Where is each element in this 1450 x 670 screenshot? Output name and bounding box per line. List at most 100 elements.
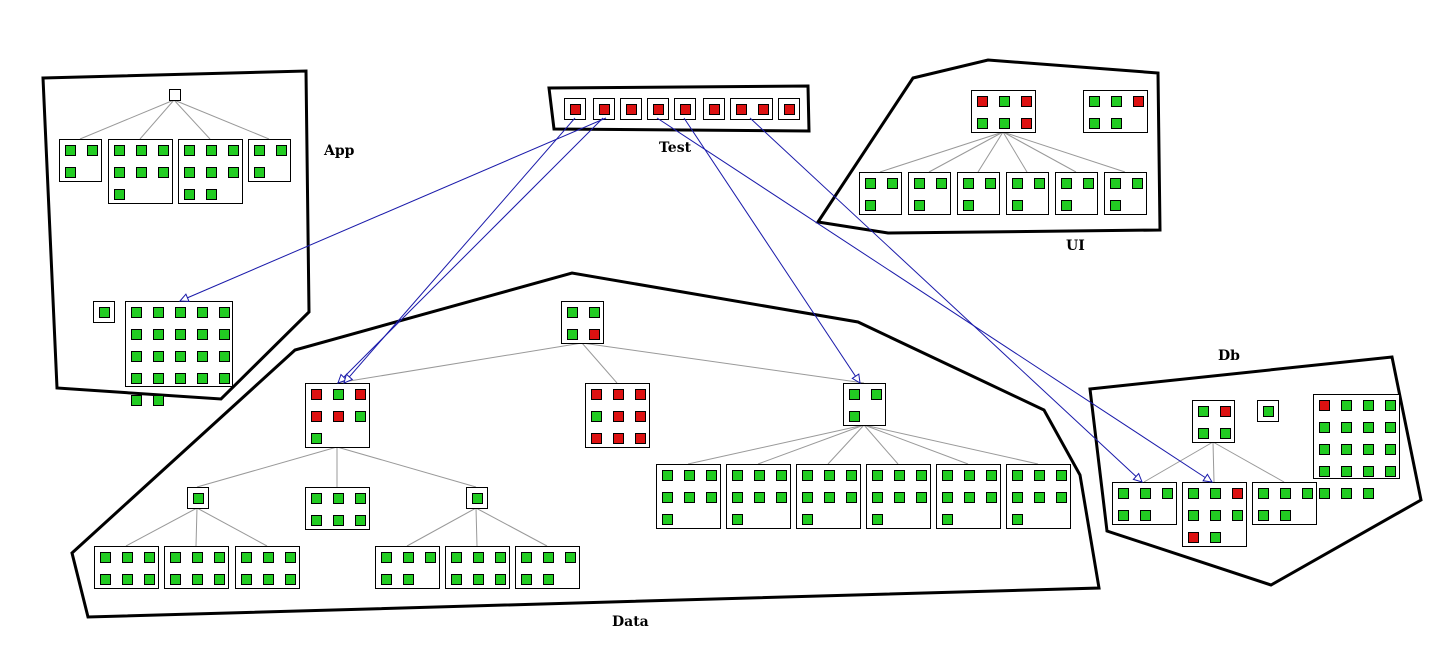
class-square-failing [1021, 118, 1032, 129]
class-square-passing [914, 178, 925, 189]
package-box-data-l [305, 383, 370, 448]
class-square-passing [567, 307, 578, 318]
class-square-passing [1363, 488, 1374, 499]
package-box-ui-c1 [859, 172, 902, 215]
class-square-passing [1110, 200, 1121, 211]
tree-connector [475, 507, 548, 547]
class-square-passing [1302, 488, 1313, 499]
tree-connector [1002, 131, 1077, 173]
class-square-passing [986, 492, 997, 503]
class-square-passing [197, 351, 208, 362]
package-box-ui-c2 [908, 172, 951, 215]
package-box-db-single [1257, 400, 1279, 422]
class-square-passing [543, 552, 554, 563]
class-square-passing [872, 492, 883, 503]
class-square-passing [87, 145, 98, 156]
package-box-data-l1 [187, 487, 209, 509]
class-square-passing [1341, 444, 1352, 455]
class-square-passing [521, 552, 532, 563]
class-square-failing [758, 104, 769, 115]
class-square-passing [1385, 400, 1396, 411]
class-square-failing [613, 433, 624, 444]
class-square-passing [871, 389, 882, 400]
class-square-passing [1341, 488, 1352, 499]
data-component-outline [70, 271, 1101, 619]
class-square-passing [425, 552, 436, 563]
package-box-app-c2 [108, 139, 173, 204]
class-square-passing [276, 145, 287, 156]
app-component-label: App [323, 143, 355, 159]
tree-connector [1002, 131, 1028, 173]
dependency-line [683, 117, 861, 384]
class-square-passing [964, 492, 975, 503]
class-square-passing [99, 307, 110, 318]
package-box-test-3 [620, 98, 642, 120]
class-square-passing [355, 411, 366, 422]
class-square-failing [311, 411, 322, 422]
class-square-passing [1341, 400, 1352, 411]
class-square-passing [197, 307, 208, 318]
class-square-passing [355, 515, 366, 526]
package-box-app-root [169, 89, 181, 101]
package-box-app-single [93, 301, 115, 323]
class-square-passing [684, 470, 695, 481]
class-square-passing [1140, 488, 1151, 499]
class-square-passing [333, 493, 344, 504]
package-box-test-5 [674, 98, 696, 120]
class-square-passing [184, 189, 195, 200]
tree-connector [196, 507, 268, 547]
class-square-failing [635, 433, 646, 444]
class-square-passing [964, 470, 975, 481]
class-square-passing [1280, 510, 1291, 521]
package-box-test-2 [593, 98, 615, 120]
package-boxes [59, 89, 1400, 589]
class-square-passing [865, 178, 876, 189]
class-square-passing [942, 514, 953, 525]
class-square-passing [241, 574, 252, 585]
class-square-passing [1210, 532, 1221, 543]
class-square-passing [219, 307, 230, 318]
class-square-failing [613, 411, 624, 422]
package-box-ui-a [971, 90, 1036, 133]
class-square-passing [206, 189, 217, 200]
class-square-passing [131, 395, 142, 406]
class-square-passing [802, 470, 813, 481]
tree-connector [581, 342, 865, 384]
class-square-passing [1220, 428, 1231, 439]
package-box-data-l3c [515, 546, 580, 589]
tree-connector [687, 424, 865, 465]
package-box-data-r4 [866, 464, 931, 529]
class-square-passing [1118, 510, 1129, 521]
class-square-passing [1319, 488, 1330, 499]
class-square-passing [228, 167, 239, 178]
class-square-passing [175, 373, 186, 384]
class-square-passing [175, 307, 186, 318]
class-square-passing [192, 552, 203, 563]
class-square-failing [784, 104, 795, 115]
class-square-passing [1056, 470, 1067, 481]
tree-connector [195, 507, 198, 547]
class-square-failing [736, 104, 747, 115]
class-square-passing [1132, 178, 1143, 189]
class-square-passing [403, 552, 414, 563]
class-square-passing [662, 492, 673, 503]
package-box-data-l1c [235, 546, 300, 589]
class-square-passing [153, 307, 164, 318]
class-square-failing [635, 411, 646, 422]
class-square-passing [916, 492, 927, 503]
class-square-passing [986, 470, 997, 481]
class-square-passing [776, 492, 787, 503]
class-square-passing [1012, 514, 1023, 525]
package-box-app-c4 [248, 139, 291, 182]
class-square-passing [1363, 400, 1374, 411]
package-box-data-l1a [94, 546, 159, 589]
class-square-failing [635, 389, 646, 400]
package-box-data-l3b [445, 546, 510, 589]
tree-connector [336, 446, 477, 488]
class-square-passing [1385, 422, 1396, 433]
class-square-passing [1363, 422, 1374, 433]
class-square-passing [285, 574, 296, 585]
class-square-passing [311, 515, 322, 526]
db-component-label: Db [1218, 348, 1240, 364]
tree-connector [863, 424, 1039, 465]
